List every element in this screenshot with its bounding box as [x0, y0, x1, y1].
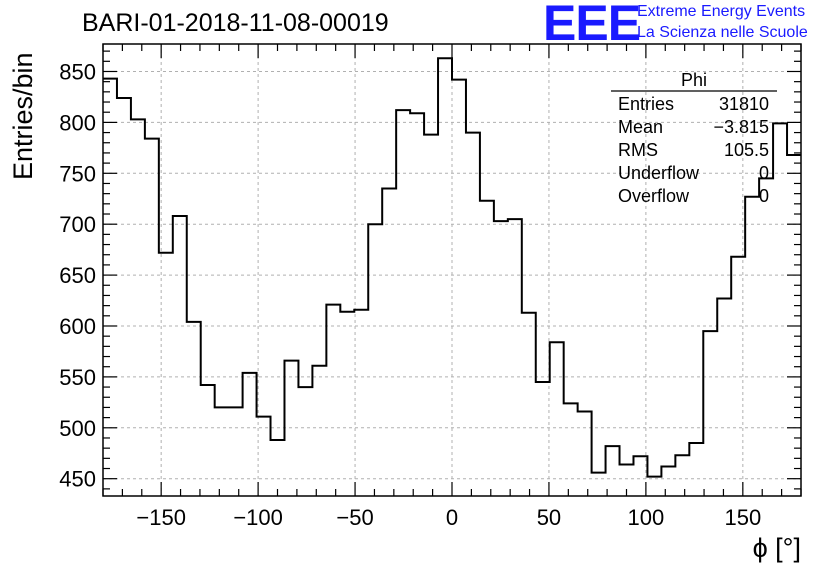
- stats-label: Entries: [618, 94, 674, 114]
- x-axis-title: ϕ [°]: [753, 533, 801, 563]
- y-tick-label: 700: [59, 212, 96, 237]
- x-tick-label: 50: [537, 505, 561, 530]
- y-axis-title: Entries/bin: [8, 52, 38, 180]
- y-tick-label: 850: [59, 59, 96, 84]
- y-tick-label: 600: [59, 314, 96, 339]
- y-tick-label: 500: [59, 416, 96, 441]
- x-tick-label: −100: [233, 505, 283, 530]
- stats-value: 105.5: [724, 140, 769, 160]
- stats-label: Mean: [618, 117, 663, 137]
- y-tick-labels: 450 500 550 600 650 700 750 800 850: [59, 59, 96, 491]
- banner-line-1: Extreme Energy Events: [637, 3, 806, 20]
- stats-value: 0: [759, 163, 769, 183]
- x-tick-label: −50: [336, 505, 373, 530]
- x-tick-label: 0: [446, 505, 458, 530]
- stats-value: −3.815: [713, 117, 769, 137]
- x-tick-label: 150: [724, 505, 761, 530]
- stats-value: 31810: [719, 94, 769, 114]
- x-tick-label: −150: [136, 505, 186, 530]
- y-tick-label: 800: [59, 110, 96, 135]
- stats-label: RMS: [618, 140, 658, 160]
- stats-name: Phi: [681, 70, 707, 90]
- x-tick-labels: −150 −100 −50 0 50 100 150: [136, 505, 761, 530]
- stats-box: Phi Entries 31810 Mean −3.815 RMS 105.5 Underf…: [611, 70, 777, 206]
- eee-logo: EEE: [543, 0, 641, 51]
- stats-value: 0: [759, 186, 769, 206]
- grid-lines: [103, 44, 801, 496]
- y-tick-label: 750: [59, 161, 96, 186]
- banner-line-2: La Scienza nelle Scuole: [637, 24, 808, 41]
- y-tick-label: 550: [59, 365, 96, 390]
- axis-ticks: [102, 44, 802, 496]
- stats-label: Overflow: [618, 186, 690, 206]
- chart-title: BARI-01-2018-11-08-00019: [82, 9, 389, 37]
- x-tick-label: 100: [628, 505, 665, 530]
- y-tick-label: 650: [59, 263, 96, 288]
- y-tick-label: 450: [59, 467, 96, 492]
- histogram-series: [103, 57, 801, 478]
- stats-label: Underflow: [618, 163, 700, 183]
- histogram-outline: [103, 57, 801, 478]
